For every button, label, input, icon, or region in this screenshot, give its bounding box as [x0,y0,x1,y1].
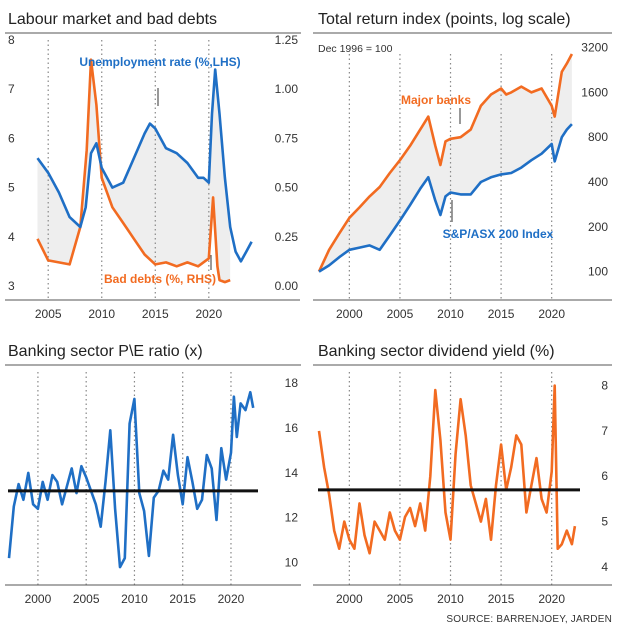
bad-debts-series-label: Bad debts (%, RHS) [104,272,216,286]
y-left-tick-label: 5 [8,181,15,195]
plot-area: 2000 2005 2010 2015 2020 4 5 6 7 8 [313,372,612,606]
x-tick-label: 2020 [538,307,565,321]
x-tick-label: 2015 [488,307,515,321]
asx200-series-label: S&P/ASX 200 Index [443,227,554,241]
x-tick-label: 2020 [195,307,222,321]
y-right-tick-label: 1.25 [275,33,299,47]
x-tick-label: 2015 [488,592,515,606]
plot-area: 2005 2010 2015 2020 3 4 5 6 7 8 0.00 0.25 0.50 0.75 1.… [5,33,300,321]
major-banks-series-label: Major banks [401,93,471,107]
y-right-tick-label: 0.75 [275,131,299,145]
x-tick-label: 2005 [387,307,414,321]
y-tick-label: 4 [601,560,608,574]
x-tick-label: 2020 [538,592,565,606]
x-tick-label: 2015 [169,592,196,606]
plot-area: 2000 2005 2010 2015 2020 100 200 400 800 1600 3200 [313,41,612,321]
panel-total-return-index: Total return index (points, log scale) D… [313,11,612,321]
source-note: SOURCE: BARRENJOEY, JARDEN [446,614,612,625]
x-tick-label: 2010 [437,307,464,321]
x-tick-label: 2005 [73,592,100,606]
major-banks-line [317,53,574,273]
panel-title: Banking sector dividend yield (%) [318,343,555,360]
y-left-tick-label: 6 [8,131,15,145]
panel-pe-ratio: Banking sector P\E ratio (x) 2000 2005 201… [5,343,301,606]
y-tick-label: 100 [588,265,608,279]
y-tick-label: 800 [588,130,608,144]
y-tick-label: 16 [285,421,299,435]
bad-debts-line [36,58,231,284]
series-line [317,384,577,555]
panel-labour-market: Labour market and bad debts 2005 2010 2015… [5,11,301,321]
y-right-tick-label: 0.00 [275,279,299,293]
x-tick-label: 2000 [336,592,363,606]
y-tick-label: 200 [588,220,608,234]
x-tick-label: 2000 [25,592,52,606]
x-tick-label: 2010 [88,307,115,321]
y-left-tick-label: 4 [8,230,15,244]
plot-area: 2000 2005 2010 2015 2020 10 12 14 16 18 [5,372,301,606]
panel-dividend-yield: Banking sector dividend yield (%) 2000 20… [313,343,612,606]
x-tick-label: 2005 [387,592,414,606]
y-left-tick-label: 7 [8,82,15,96]
y-tick-label: 1600 [581,85,608,99]
y-left-tick-label: 8 [8,33,15,47]
x-tick-label: 2020 [218,592,245,606]
x-tick-label: 2015 [142,307,169,321]
panel-title: Total return index (points, log scale) [318,11,571,28]
y-right-tick-label: 0.50 [275,181,299,195]
series-line [7,390,255,569]
y-right-tick-label: 0.25 [275,230,299,244]
y-tick-label: 14 [285,466,299,480]
y-tick-label: 18 [285,376,299,390]
y-tick-label: 10 [285,556,299,570]
y-tick-label: 400 [588,175,608,189]
y-left-tick-label: 3 [8,279,15,293]
gap-shading [37,59,231,283]
panel-title: Banking sector P\E ratio (x) [8,343,203,360]
unemployment-line [36,68,253,263]
y-right-tick-label: 1.00 [275,82,299,96]
index-base-note: Dec 1996 = 100 [318,43,393,55]
x-tick-label: 2010 [437,592,464,606]
gap-shading [319,54,572,272]
x-tick-label: 2000 [336,307,363,321]
y-tick-label: 7 [601,424,608,438]
y-tick-label: 5 [601,515,608,529]
y-tick-label: 6 [601,469,608,483]
asx200-line [318,123,573,273]
unemployment-series-label: Unemployment rate (%,LHS) [79,55,240,69]
x-tick-label: 2005 [35,307,62,321]
y-tick-label: 12 [285,511,299,525]
y-tick-label: 8 [601,379,608,393]
x-tick-label: 2010 [121,592,148,606]
panel-title: Labour market and bad debts [8,11,217,28]
y-tick-label: 3200 [581,41,608,55]
